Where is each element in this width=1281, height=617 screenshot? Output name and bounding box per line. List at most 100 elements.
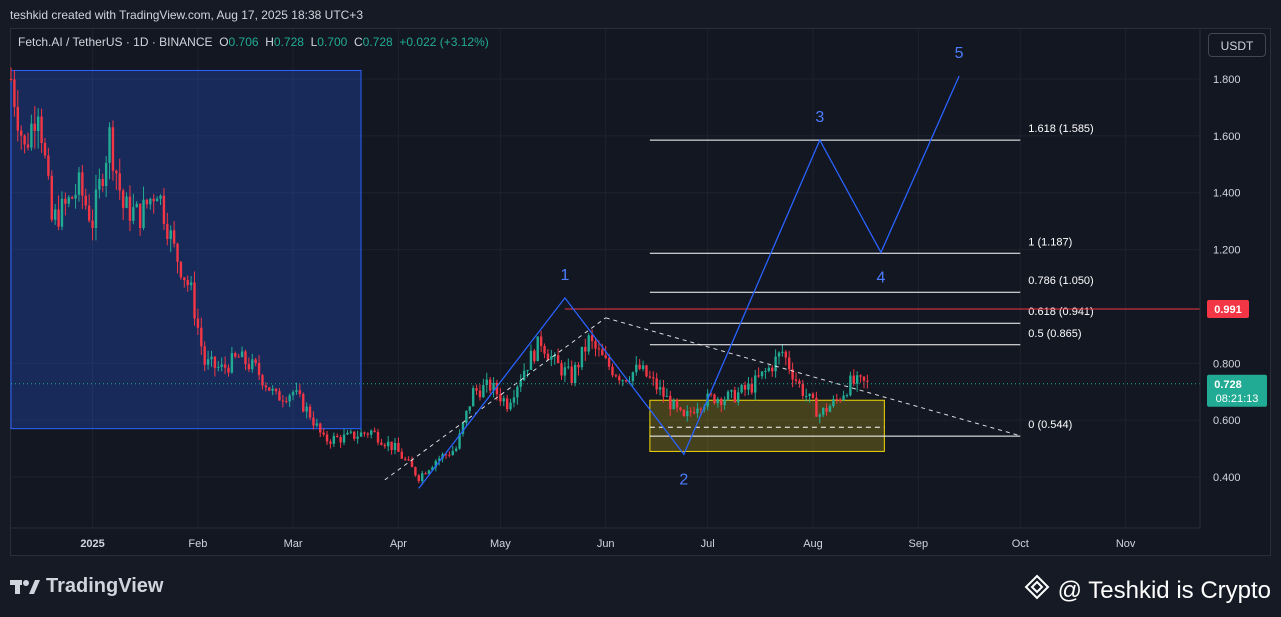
candle-body — [302, 394, 305, 412]
candle-body — [33, 123, 36, 131]
blue-box[interactable] — [10, 69, 362, 430]
tradingview-logo[interactable]: TradingView — [10, 575, 163, 598]
x-tick-label: Sep — [909, 538, 929, 550]
high-value: 0.728 — [273, 35, 304, 49]
candle-body — [454, 448, 458, 451]
x-tick-label: Aug — [803, 538, 823, 550]
top-bar: teshkid created with TradingView.com, Au… — [0, 0, 1281, 28]
candle-body — [169, 230, 172, 239]
symbol-title[interactable]: Fetch.AI / TetherUS · 1D · BINANCE — [18, 35, 213, 49]
close-label: C — [354, 35, 363, 49]
yellow-box[interactable] — [649, 399, 885, 452]
candle-body — [9, 79, 13, 80]
candle-body — [77, 172, 81, 195]
candle-body — [431, 467, 434, 471]
candle-body — [30, 123, 33, 148]
candle-body — [720, 398, 723, 406]
open-label: O — [219, 35, 229, 49]
candle-body — [19, 130, 23, 136]
candle-body — [482, 385, 485, 398]
candle-body — [404, 458, 407, 460]
wave-label: 1 — [560, 267, 569, 284]
chart-pane[interactable] — [10, 28, 1271, 556]
candle-body — [645, 365, 648, 377]
candle-body — [26, 144, 30, 148]
candlestick-chart[interactable]: 1.618 (1.585) 1 (1.187) 0.786 (1.050) 0.618… — [0, 0, 1281, 556]
candle-body — [393, 442, 397, 450]
rising-support[interactable] — [384, 317, 606, 481]
high-label: H — [265, 35, 274, 49]
candle-body — [223, 364, 227, 368]
candle-body — [737, 392, 740, 403]
x-tick-label: Jul — [701, 538, 715, 550]
candle-body — [757, 375, 760, 377]
candle-body — [186, 280, 189, 286]
candle-body — [777, 352, 781, 357]
candle-body — [835, 399, 838, 401]
candle-body — [624, 380, 628, 382]
candle-body — [842, 395, 845, 401]
candle-body — [91, 220, 94, 228]
currency-selector[interactable]: USDT — [1208, 33, 1266, 57]
candle-body — [730, 390, 733, 392]
candle-body — [733, 390, 737, 403]
watermark: @ Teshkid is Crypto — [1024, 574, 1271, 607]
candle-body — [217, 366, 220, 368]
candle-body — [614, 375, 618, 377]
candle-body — [50, 175, 53, 220]
close-value: 0.728 — [362, 35, 393, 49]
candle-body — [373, 430, 376, 432]
candle-body — [852, 375, 855, 384]
candle-body — [740, 385, 743, 393]
candle-body — [261, 375, 264, 386]
candle-body — [689, 411, 692, 413]
candle-body — [519, 380, 522, 387]
tradingview-logo-text: TradingView — [46, 575, 164, 597]
candle-body — [424, 473, 427, 475]
candle-body — [387, 441, 390, 447]
candle-body — [121, 190, 125, 208]
last-price-tag[interactable] — [1207, 374, 1267, 407]
candle-body — [363, 432, 366, 434]
candle-body — [101, 179, 104, 186]
candle-body — [390, 441, 393, 450]
alert-price-tag[interactable] — [1207, 299, 1249, 318]
y-tick-label: 1.200 — [1213, 245, 1241, 257]
candle-body — [499, 394, 502, 402]
candle-body — [84, 195, 87, 206]
candle-body — [539, 336, 543, 347]
elliott-wave-path[interactable] — [418, 75, 960, 489]
x-tick-label: Nov — [1116, 538, 1136, 550]
candle-body — [325, 434, 329, 442]
y-tick-label: 0.400 — [1213, 472, 1241, 484]
candle-body — [176, 243, 179, 262]
candle-body — [414, 467, 417, 476]
candle-body — [162, 195, 166, 224]
candle-body — [200, 327, 203, 347]
candle-body — [257, 363, 261, 376]
candle-body — [488, 379, 492, 391]
y-tick-label: 1.800 — [1213, 74, 1241, 86]
candle-body — [788, 357, 791, 370]
candle-body — [495, 382, 499, 395]
candle-body — [723, 399, 726, 406]
candle-body — [332, 435, 336, 444]
candle-body — [437, 458, 441, 461]
candle-body — [601, 349, 604, 356]
candle-body — [533, 350, 536, 362]
x-tick-label: May — [490, 538, 511, 550]
candle-body — [407, 459, 410, 461]
candle-body — [468, 406, 471, 411]
candle-body — [244, 351, 247, 365]
candle-body — [771, 367, 774, 372]
candle-body — [709, 393, 713, 395]
candle-body — [818, 414, 821, 417]
candle-body — [570, 366, 573, 384]
candle-body — [319, 423, 322, 433]
candle-body — [529, 350, 533, 370]
candle-body — [825, 407, 828, 412]
candle-body — [573, 364, 577, 384]
y-tick-label: 1.400 — [1213, 188, 1241, 200]
candle-body — [832, 399, 835, 407]
candle-body — [750, 383, 754, 393]
